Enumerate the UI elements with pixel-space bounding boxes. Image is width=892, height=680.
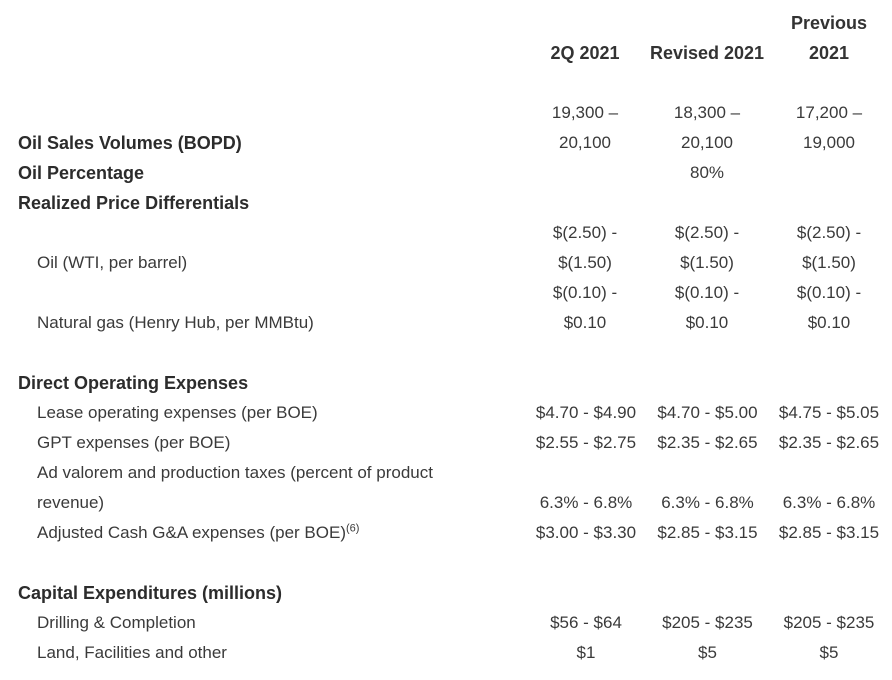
ad-valorem-previous: 6.3% - 6.8% (782, 493, 876, 512)
natural-gas-previous-line1: $(0.10) - (796, 283, 862, 302)
cash-ga-label-container: Adjusted Cash G&A expenses (per BOE)(6) (37, 518, 359, 548)
oil-sales-2q-line1: 19,300 – (551, 103, 619, 122)
land-2q: $1 (576, 643, 596, 662)
header-revised-2021: Revised 2021 (649, 43, 765, 63)
oil-sales-revised-line2: 20,100 (681, 133, 733, 152)
header-previous-line2: 2021 (808, 43, 850, 63)
drilling-previous: $205 - $235 (783, 613, 875, 632)
realized-price-label: Realized Price Differentials (18, 193, 250, 213)
natural-gas-label: Natural gas (Henry Hub, per MMBtu) (37, 313, 314, 332)
oil-wti-2q-line2: $(1.50) (558, 253, 612, 272)
oil-sales-label: Oil Sales Volumes (BOPD) (18, 133, 242, 153)
natural-gas-previous-line2: $0.10 (807, 313, 851, 332)
oil-sales-previous-line2: 19,000 (803, 133, 855, 152)
land-revised: $5 (698, 643, 717, 662)
gpt-revised: $2.35 - $2.65 (657, 433, 758, 452)
gpt-2q: $2.55 - $2.75 (535, 433, 637, 452)
natural-gas-revised-line1: $(0.10) - (674, 283, 740, 302)
direct-opex-label: Direct Operating Expenses (18, 373, 249, 393)
ad-valorem-2q: 6.3% - 6.8% (539, 493, 633, 512)
oil-wti-revised-line2: $(1.50) (680, 253, 734, 272)
oil-wti-label: Oil (WTI, per barrel) (37, 253, 188, 272)
natural-gas-2q-line1: $(0.10) - (552, 283, 618, 302)
oil-wti-previous-line1: $(2.50) - (796, 223, 862, 242)
natural-gas-revised-line2: $0.10 (685, 313, 729, 332)
ad-valorem-label-line2: revenue) (37, 493, 105, 512)
lease-opex-label: Lease operating expenses (per BOE) (37, 403, 318, 422)
header-2q-2021: 2Q 2021 (550, 43, 620, 63)
header-previous-line1: Previous (790, 13, 868, 33)
ad-valorem-revised: 6.3% - 6.8% (661, 493, 754, 512)
land-previous: $5 (819, 643, 839, 662)
oil-percentage-revised: 80% (689, 163, 725, 182)
oil-percentage-label: Oil Percentage (18, 163, 145, 183)
gpt-previous: $2.35 - $2.65 (778, 433, 880, 452)
drilling-2q: $56 - $64 (550, 613, 622, 632)
oil-sales-revised-line1: 18,300 – (673, 103, 741, 122)
drilling-revised: $205 - $235 (662, 613, 753, 632)
lease-opex-revised: $4.70 - $5.00 (657, 403, 758, 422)
oil-wti-revised-line1: $(2.50) - (674, 223, 740, 242)
lease-opex-2q: $4.70 - $4.90 (535, 403, 637, 422)
cash-ga-label: Adjusted Cash G&A expenses (per BOE) (37, 523, 346, 542)
oil-wti-previous-line2: $(1.50) (802, 253, 856, 272)
cash-ga-previous: $2.85 - $3.15 (778, 523, 880, 542)
cash-ga-revised: $2.85 - $3.15 (657, 523, 758, 542)
natural-gas-2q-line2: $0.10 (563, 313, 607, 332)
cash-ga-footnote: (6) (346, 522, 360, 535)
capex-label: Capital Expenditures (millions) (18, 583, 283, 603)
drilling-label: Drilling & Completion (37, 613, 196, 632)
oil-sales-previous-line1: 17,200 – (795, 103, 863, 122)
cash-ga-2q: $3.00 - $3.30 (535, 523, 637, 542)
oil-wti-2q-line1: $(2.50) - (552, 223, 618, 242)
gpt-label: GPT expenses (per BOE) (37, 433, 231, 452)
oil-sales-2q-line2: 20,100 (559, 133, 611, 152)
lease-opex-previous: $4.75 - $5.05 (778, 403, 880, 422)
land-label: Land, Facilities and other (37, 643, 227, 662)
ad-valorem-label-line1: Ad valorem and production taxes (percent… (37, 463, 433, 482)
